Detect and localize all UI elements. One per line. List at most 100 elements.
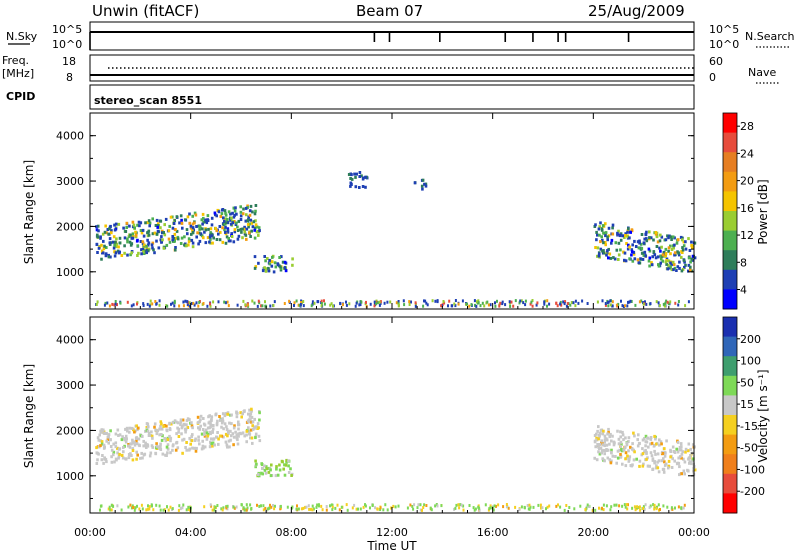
data-cell [117,222,121,226]
data-cell [628,245,631,249]
data-cell [166,451,169,455]
colorbar-segment [723,289,737,310]
data-cell [191,241,195,245]
data-cell [209,440,212,444]
data-cell [690,459,694,463]
data-cell [670,248,674,251]
data-cell [229,212,232,216]
data-cell [622,448,625,452]
speckle-cell [182,304,185,308]
data-cell [349,177,352,180]
colorbar-segment [723,434,737,455]
speckle-cell [136,504,138,508]
data-cell [358,186,361,189]
data-cell [684,247,688,251]
data-cell [194,213,198,217]
data-cell [219,215,223,218]
speckle-cell [637,506,640,509]
speckle-cell [310,304,313,308]
data-cell [100,257,103,261]
speckle-cell [649,302,652,306]
data-cell [236,442,240,446]
speckle-cell [479,304,482,308]
speckle-cell [226,507,229,511]
beam-title: Beam 07 [356,2,423,20]
data-cell [122,226,125,230]
data-cell [121,435,124,439]
speckle-cell [315,505,318,509]
data-cell [160,235,163,239]
speckle-cell [497,503,500,507]
speckle-cell [609,508,612,512]
data-cell [133,226,136,230]
data-cell [693,241,697,245]
data-cell [244,233,248,237]
data-cell [106,228,110,231]
data-cell [95,228,99,232]
data-cell [199,424,202,428]
data-cell [279,268,283,272]
data-cell [209,432,212,436]
speckle-cell [329,303,332,307]
data-cell [131,220,135,224]
data-cell [181,418,185,422]
data-cell [242,410,246,413]
speckle-cell [487,303,490,307]
speckle-cell [236,303,239,307]
data-cell [684,447,688,451]
colorbar-segment [723,415,737,436]
speckle-cell [379,508,382,511]
data-cell [147,233,151,237]
data-cell [185,448,188,452]
data-cell [645,230,648,234]
data-cell [644,233,648,237]
data-cell [672,450,676,453]
data-cell [164,453,167,457]
data-cell [593,439,597,443]
speckle-cell [483,304,486,308]
speckle-cell [298,303,301,307]
data-cell [196,231,199,235]
data-cell [631,243,634,247]
data-cell [201,222,204,226]
speckle-cell [539,503,542,507]
data-cell [247,412,250,416]
data-cell [131,440,134,444]
data-cell [604,241,607,244]
data-cell [630,229,634,233]
speckle-cell [104,301,107,305]
data-cell [632,431,635,435]
data-cell [179,418,183,422]
speckle-cell [397,504,400,508]
speckle-cell [512,304,515,308]
data-cell [116,428,120,432]
data-cell [693,445,696,449]
data-cell [225,443,229,447]
data-cell [610,238,614,242]
data-cell [601,224,605,228]
data-cell [680,250,683,254]
data-cell [265,467,268,471]
data-cell [250,415,254,419]
colorbar-segment [723,454,737,475]
colorbar-tick-label: -15 [740,420,758,433]
data-cell [615,248,619,252]
data-cell [166,438,170,442]
speckle-cell [607,300,610,304]
speckle-cell [468,504,471,507]
speckle-cell [615,303,618,307]
data-cell [669,244,672,248]
data-cell [161,452,165,456]
speckle-cell [226,300,229,304]
data-cell [240,415,243,419]
data-cell [636,240,640,244]
data-cell [219,434,222,438]
data-cell [209,237,212,241]
data-cell [594,445,597,449]
data-cell [99,444,102,448]
data-cell [118,447,122,451]
speckle-cell [556,304,559,308]
speckle-cell [473,508,476,512]
data-cell [185,244,188,248]
